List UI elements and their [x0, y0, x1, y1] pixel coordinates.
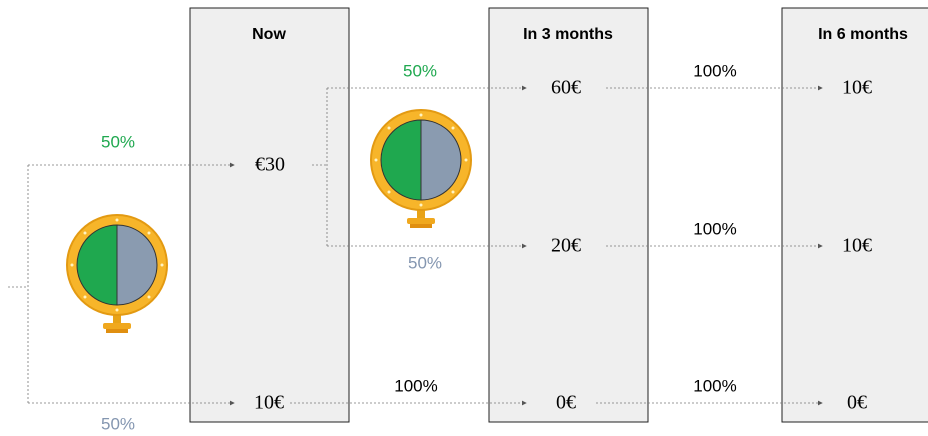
value: 20€ — [551, 235, 581, 257]
column-box — [189, 7, 350, 423]
wheel — [66, 214, 168, 334]
probability: 50% — [408, 253, 442, 272]
column-title: In 3 months — [523, 26, 613, 43]
column-title: In 6 months — [818, 26, 908, 43]
value: 0€ — [847, 392, 867, 414]
column-box — [781, 7, 928, 423]
probability: 100% — [693, 61, 736, 80]
value: 0€ — [556, 392, 576, 414]
value: 10€ — [842, 77, 872, 99]
probability: 50% — [101, 132, 135, 151]
probability: 50% — [403, 61, 437, 80]
column-title: Now — [252, 26, 286, 43]
value: €30 — [255, 154, 285, 176]
probability: 50% — [101, 414, 135, 433]
probability: 100% — [394, 376, 437, 395]
probability: 100% — [693, 376, 736, 395]
wheel — [370, 109, 472, 229]
column-box — [488, 7, 649, 423]
value: 60€ — [551, 77, 581, 99]
connectors — [8, 85, 823, 406]
value: 10€ — [254, 392, 284, 414]
value: 10€ — [842, 235, 872, 257]
probability: 100% — [693, 219, 736, 238]
